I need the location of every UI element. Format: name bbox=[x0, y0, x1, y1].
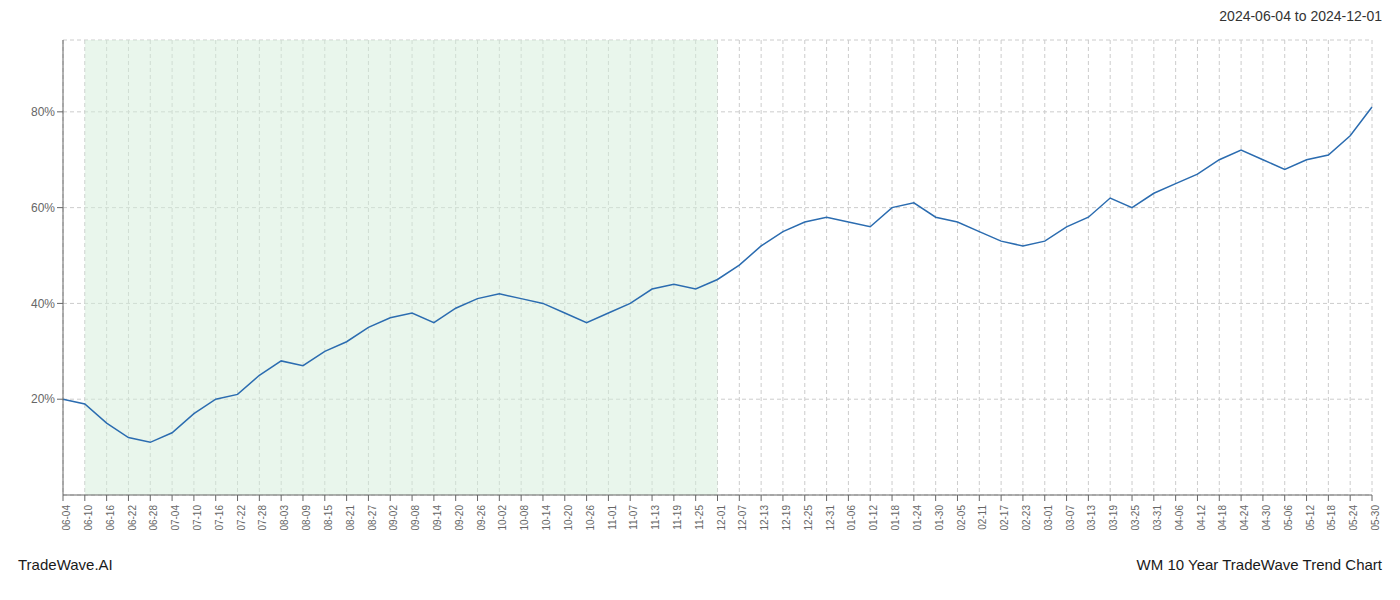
svg-text:06-04: 06-04 bbox=[61, 505, 72, 531]
svg-text:05-24: 05-24 bbox=[1348, 505, 1359, 531]
svg-text:01-18: 01-18 bbox=[890, 505, 901, 531]
svg-text:04-06: 04-06 bbox=[1174, 505, 1185, 531]
svg-text:07-22: 07-22 bbox=[236, 505, 247, 531]
svg-text:20%: 20% bbox=[31, 392, 55, 406]
html-text:2024-06-04 to 2024-12-01: 2024-06-04 to 2024-12-01 bbox=[1219, 8, 1382, 24]
svg-text:07-28: 07-28 bbox=[257, 505, 268, 531]
svg-text:12-07: 12-07 bbox=[737, 505, 748, 531]
svg-text:11-13: 11-13 bbox=[650, 505, 661, 530]
svg-text:10-14: 10-14 bbox=[541, 505, 552, 531]
svg-text:12-19: 12-19 bbox=[781, 505, 792, 531]
svg-text:12-25: 12-25 bbox=[803, 505, 814, 531]
svg-text:10-02: 10-02 bbox=[497, 505, 508, 531]
svg-text:08-03: 08-03 bbox=[279, 505, 290, 531]
svg-text:04-24: 04-24 bbox=[1239, 505, 1250, 531]
svg-text:05-18: 05-18 bbox=[1326, 505, 1337, 531]
svg-text:01-24: 01-24 bbox=[912, 505, 923, 531]
svg-text:07-16: 07-16 bbox=[214, 505, 225, 531]
svg-text:06-22: 06-22 bbox=[127, 505, 138, 531]
svg-text:09-20: 09-20 bbox=[454, 505, 465, 531]
html-text:TradeWave.AI: TradeWave.AI bbox=[18, 556, 113, 573]
svg-text:10-08: 10-08 bbox=[519, 505, 530, 531]
svg-text:05-30: 05-30 bbox=[1370, 505, 1381, 531]
svg-text:03-07: 03-07 bbox=[1065, 505, 1076, 531]
svg-text:10-26: 10-26 bbox=[585, 505, 596, 531]
svg-text:02-23: 02-23 bbox=[1021, 505, 1032, 531]
svg-text:09-26: 09-26 bbox=[476, 505, 487, 531]
svg-text:03-13: 03-13 bbox=[1086, 505, 1097, 531]
svg-text:08-27: 08-27 bbox=[367, 505, 378, 531]
svg-text:09-02: 09-02 bbox=[388, 505, 399, 531]
svg-text:11-01: 11-01 bbox=[607, 505, 618, 530]
svg-text:03-25: 03-25 bbox=[1130, 505, 1141, 531]
svg-text:80%: 80% bbox=[31, 105, 55, 119]
svg-text:06-16: 06-16 bbox=[105, 505, 116, 531]
svg-text:08-15: 08-15 bbox=[323, 505, 334, 531]
svg-text:03-01: 03-01 bbox=[1043, 505, 1054, 531]
html-text:WM 10 Year TradeWave Trend Cha: WM 10 Year TradeWave Trend Chart bbox=[1136, 556, 1382, 573]
svg-text:04-18: 04-18 bbox=[1217, 505, 1228, 531]
svg-text:01-30: 01-30 bbox=[934, 505, 945, 531]
svg-text:09-08: 09-08 bbox=[410, 505, 421, 531]
svg-text:04-30: 04-30 bbox=[1261, 505, 1272, 531]
svg-text:60%: 60% bbox=[31, 201, 55, 215]
svg-text:02-11: 02-11 bbox=[977, 505, 988, 530]
svg-text:12-31: 12-31 bbox=[825, 505, 836, 531]
svg-text:02-17: 02-17 bbox=[999, 505, 1010, 531]
svg-text:40%: 40% bbox=[31, 297, 55, 311]
svg-text:04-12: 04-12 bbox=[1196, 505, 1207, 531]
svg-text:06-10: 06-10 bbox=[83, 505, 94, 531]
svg-text:07-10: 07-10 bbox=[192, 505, 203, 531]
svg-text:11-07: 11-07 bbox=[628, 505, 639, 530]
svg-text:10-20: 10-20 bbox=[563, 505, 574, 531]
svg-text:12-13: 12-13 bbox=[759, 505, 770, 531]
svg-text:03-31: 03-31 bbox=[1152, 505, 1163, 531]
svg-text:12-01: 12-01 bbox=[716, 505, 727, 531]
svg-text:02-05: 02-05 bbox=[956, 505, 967, 531]
svg-text:07-04: 07-04 bbox=[170, 505, 181, 531]
svg-text:01-12: 01-12 bbox=[868, 505, 879, 531]
svg-text:11-19: 11-19 bbox=[672, 505, 683, 530]
svg-text:05-06: 05-06 bbox=[1283, 505, 1294, 531]
svg-text:03-19: 03-19 bbox=[1108, 505, 1119, 531]
svg-text:09-14: 09-14 bbox=[432, 505, 443, 531]
svg-text:05-12: 05-12 bbox=[1305, 505, 1316, 531]
svg-text:11-25: 11-25 bbox=[694, 505, 705, 530]
svg-text:08-21: 08-21 bbox=[345, 505, 356, 531]
svg-text:01-06: 01-06 bbox=[847, 505, 858, 531]
svg-text:06-28: 06-28 bbox=[148, 505, 159, 531]
svg-text:08-09: 08-09 bbox=[301, 505, 312, 531]
